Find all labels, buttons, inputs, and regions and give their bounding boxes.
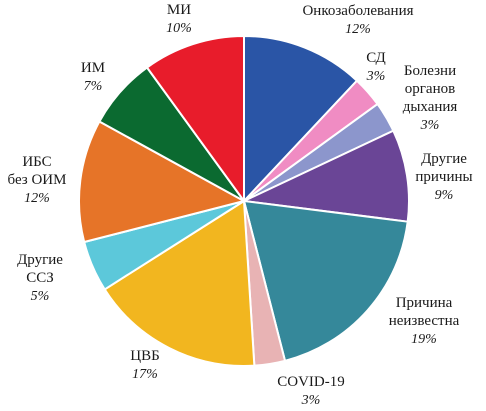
slice-label: COVID-19 3% (277, 374, 345, 408)
slice-label: Болезни органов дыхания 3% (403, 63, 458, 133)
slice-value-label: 5% (31, 289, 50, 304)
slice-value-label: 19% (411, 332, 437, 347)
slice-label-line: дыхания (403, 99, 458, 115)
slice-label: Другие ССЗ 5% (17, 252, 63, 304)
slice-label-line: ЦВБ (130, 348, 159, 364)
slice-value-label: 12% (24, 191, 50, 206)
slice-label-line: Другие (421, 151, 467, 167)
slice-label-line: ИБС (22, 154, 51, 170)
pie-slice (77, 120, 245, 244)
slice-label-line: неизвестна (389, 313, 460, 329)
pie-slice (243, 35, 358, 202)
slice-value-label: 3% (420, 118, 440, 133)
slice-label: ИМ 7% (81, 60, 105, 94)
pie-slice (103, 200, 256, 367)
pie-slices (77, 35, 411, 367)
slice-label: МИ 10% (166, 2, 192, 36)
pie-labels: Онкозаболевания 12% СД 3% Болезни органов дыха… (8, 2, 473, 408)
slice-value-label: 12% (345, 22, 371, 37)
slice-label-line: ИМ (81, 60, 105, 76)
slice-label: Причина неизвестна 19% (389, 295, 460, 347)
slice-label: Онкозаболевания 12% (302, 3, 413, 37)
slice-label-line: Болезни (404, 63, 456, 79)
pie-slice (146, 35, 245, 202)
slice-label-line: причины (415, 169, 472, 185)
slice-label-line: МИ (167, 2, 191, 18)
slice-label-line: Онкозаболевания (302, 3, 413, 19)
slice-label-line: СД (366, 50, 386, 66)
slice-value-label: 9% (435, 188, 454, 203)
slice-value-label: 7% (84, 79, 103, 94)
slice-label: ИБС без ОИМ 12% (8, 154, 67, 206)
slice-label-line: Причина (396, 295, 453, 311)
slice-label-line: ССЗ (26, 270, 54, 286)
slice-label-line: Другие (17, 252, 63, 268)
slice-label: ЦВБ 17% (130, 348, 159, 382)
pie-slice (243, 200, 409, 362)
slice-label: СД 3% (366, 50, 386, 84)
slice-label-line: COVID-19 (277, 374, 345, 390)
slice-value-label: 10% (166, 21, 192, 36)
slice-label-line: органов (405, 81, 455, 97)
slice-value-label: 3% (366, 69, 386, 84)
slice-value-label: 17% (132, 367, 158, 382)
slice-label-line: без ОИМ (8, 172, 67, 188)
pie-slice (243, 129, 411, 223)
slice-value-label: 3% (301, 393, 321, 408)
slice-label: Другие причины 9% (415, 151, 472, 203)
